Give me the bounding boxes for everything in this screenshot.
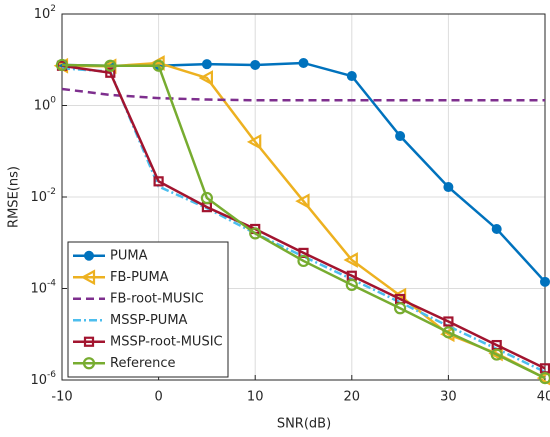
series-line (61, 64, 546, 370)
legend-label: FB-PUMA (110, 270, 169, 285)
legend-label: MSSP-PUMA (110, 313, 188, 328)
marker (443, 182, 454, 193)
marker (153, 176, 164, 187)
marker (442, 326, 455, 339)
y-tick-label: 10-4 (30, 278, 56, 296)
marker (55, 58, 69, 72)
legend: PUMA FB-PUMA FB-root-MUSIC MSSP-PUMA MSSP-ro… (67, 241, 229, 378)
marker (80, 269, 96, 286)
y-tick-label: 100 (34, 95, 57, 113)
marker (250, 59, 261, 70)
marker (343, 252, 358, 268)
marker (394, 302, 407, 315)
marker (249, 227, 262, 240)
y-tick-label: 10-2 (30, 187, 56, 205)
marker (198, 70, 213, 86)
marker (201, 59, 212, 70)
legend-label: PUMA (110, 248, 148, 263)
x-axis-label: SNR(dB) (277, 417, 331, 432)
marker (82, 357, 96, 370)
y-tick-label: 10-6 (30, 370, 56, 388)
marker (490, 348, 503, 361)
x-tick-label: 30 (440, 390, 457, 405)
marker (395, 131, 406, 142)
series-line (61, 63, 546, 380)
marker (105, 67, 116, 78)
marker (83, 336, 95, 347)
marker (152, 59, 165, 72)
marker (246, 134, 262, 150)
marker (84, 250, 94, 261)
x-tick-label: 0 (154, 390, 162, 405)
y-tick-label: 102 (34, 4, 56, 22)
marker (538, 372, 550, 385)
legend-label: Reference (110, 356, 175, 371)
marker (491, 223, 502, 234)
marker (200, 191, 213, 205)
plot-frame (61, 13, 546, 381)
marker (298, 57, 309, 68)
legend-label: FB-root-MUSIC (110, 291, 204, 306)
marker (346, 71, 357, 82)
marker (540, 276, 550, 287)
y-axis-label: RMSE(ns) (7, 166, 22, 228)
x-tick-label: -10 (51, 390, 72, 405)
marker (345, 278, 358, 291)
marker (297, 254, 310, 268)
marker (443, 316, 454, 327)
marker (104, 59, 117, 72)
marker (536, 370, 550, 386)
x-tick-label: 40 (537, 390, 550, 405)
legend-label: MSSP-root-MUSIC (110, 334, 223, 349)
x-tick-label: 20 (344, 390, 361, 405)
marker (295, 193, 310, 210)
series-line (61, 87, 545, 102)
legend-box (67, 241, 229, 378)
x-tick-label: 10 (247, 390, 264, 405)
